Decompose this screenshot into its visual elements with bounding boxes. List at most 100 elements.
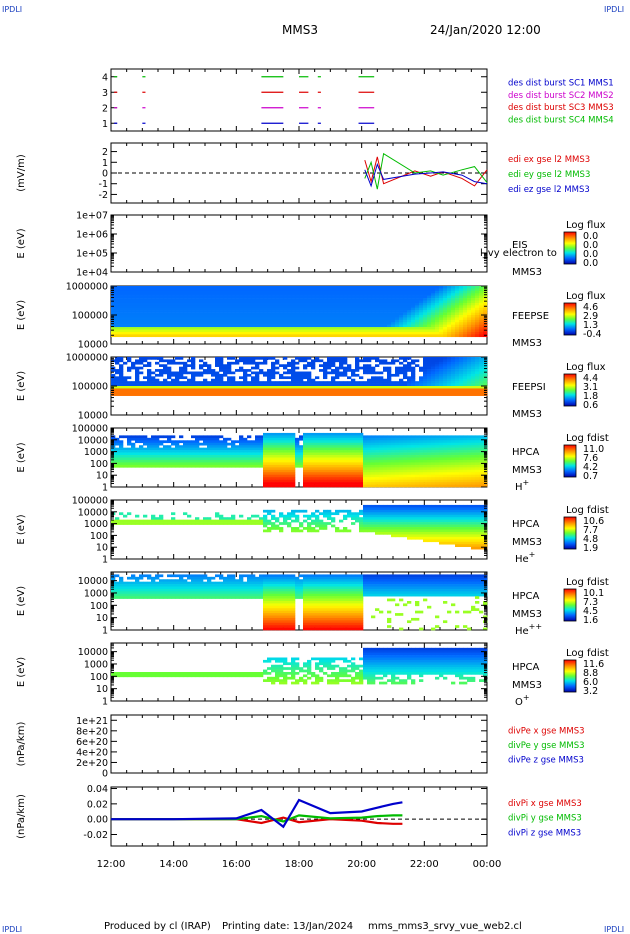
spectrogram-cell [467,317,472,321]
spectrogram-cell [199,381,204,384]
spectrogram-cell [239,388,244,392]
spectrogram-cell [131,435,136,439]
spectrogram-cell [219,331,224,335]
spectrogram-cell [279,457,284,461]
spectrogram-cell [327,440,332,444]
colorbar-title: Log flux [566,220,606,231]
spectrogram-cell [347,369,352,372]
spectrogram-cell [195,327,200,330]
spectrogram-cell [255,437,260,441]
spectrogram-cell [475,298,480,301]
spectrogram-cell [139,450,144,453]
spectrogram-cell [359,455,364,458]
spectrogram-cell [135,371,140,375]
spectrogram-cell [371,464,376,468]
spectrogram-cell [159,459,164,463]
spectrogram-cell [267,373,272,377]
spectrogram-cell [119,383,124,387]
spectrogram-cell [403,479,408,483]
spectrogram-cell [203,369,208,372]
spectrogram-cell [367,378,372,382]
spectrogram-cell [351,455,356,458]
spectrogram-cell [347,381,352,384]
spectrogram-cell [191,300,196,304]
spectrogram-cell [451,390,456,394]
spectrogram-cell [379,334,384,338]
spectrogram-cell [175,310,180,313]
spectrogram-cell [119,388,124,392]
spectrogram-cell [399,312,404,316]
spectrogram-cell [359,450,364,453]
spectrogram-cell [323,305,328,309]
spectrogram-cell [403,302,408,306]
spectrogram-cell [271,376,276,380]
spectrogram-cell [131,293,136,296]
spectrogram-cell [343,440,348,444]
spectrogram-cell [455,364,460,367]
spectrogram-cell [167,298,172,301]
spectrogram-cell [279,435,284,439]
spectrogram-cell [287,376,292,380]
spectrogram-cell [427,357,432,360]
spectrogram-cell [151,288,156,292]
spectrogram-cell [363,467,368,471]
spectrogram-cell [399,305,404,309]
spectrogram-cell [235,334,240,338]
spectrogram-cell [283,482,288,485]
spectrogram-cell [363,302,368,306]
date-time-title: 24/Jan/2020 12:00 [430,23,541,37]
spectrogram-cell [347,300,352,304]
spectrogram-cell [367,464,372,468]
spectrogram-cell [287,435,292,439]
spectrogram-cell [375,477,380,480]
spectrogram-cell [175,459,180,463]
spectrogram-cell [231,381,236,384]
spectrogram-cell [411,442,416,446]
spectrogram-cell [419,315,424,318]
spectrogram-cell [367,295,372,299]
spectrogram-cell [443,295,448,299]
spectrogram-cell [359,437,364,441]
spectrogram-cell [215,464,220,468]
spectrogram-cell [355,442,360,446]
spectrogram-cell [471,359,476,363]
spectrogram-cell [335,386,340,389]
spectrogram-cell [195,324,200,328]
spectrogram-cell [423,459,428,463]
spectrogram-cell [435,317,440,321]
spectrogram-cell [339,455,344,458]
spectrogram-cell [283,319,288,323]
spectrogram-cell [459,386,464,389]
spectrogram-cell [399,467,404,471]
spectrogram-cell [243,383,248,387]
spectrogram-cell [423,302,428,306]
spectrogram-cell [151,310,156,313]
spectrogram-cell [123,295,128,299]
spectrogram-cell [391,457,396,461]
spectrogram-cell [227,310,232,313]
spectrogram-cell [387,322,392,325]
spectrogram-cell [319,452,324,456]
spectrogram-cell [115,383,120,387]
spectrogram-cell [259,386,264,389]
spectrogram-cell [467,298,472,301]
spectrogram-cell [143,447,148,451]
spectrogram-cell [411,324,416,328]
spectrogram-cell [335,388,340,392]
spectrogram-cell [143,464,148,468]
spectrogram-cell [295,357,300,360]
spectrogram-cell [223,331,228,335]
spectrogram-cell [239,440,244,444]
spectrogram-cell [279,474,284,478]
spectrogram-cell [183,376,188,380]
spectrogram-cell [131,390,136,394]
spectrogram-cell [203,361,208,365]
spectrogram-cell [171,452,176,456]
spectrogram-cell [267,437,272,441]
spectrogram-cell [171,442,176,446]
spectrogram-cell [191,310,196,313]
spectrogram-cell [139,334,144,338]
spectrogram-cell [115,462,120,466]
spectrogram-cell [347,450,352,453]
spectrogram-cell [375,295,380,299]
